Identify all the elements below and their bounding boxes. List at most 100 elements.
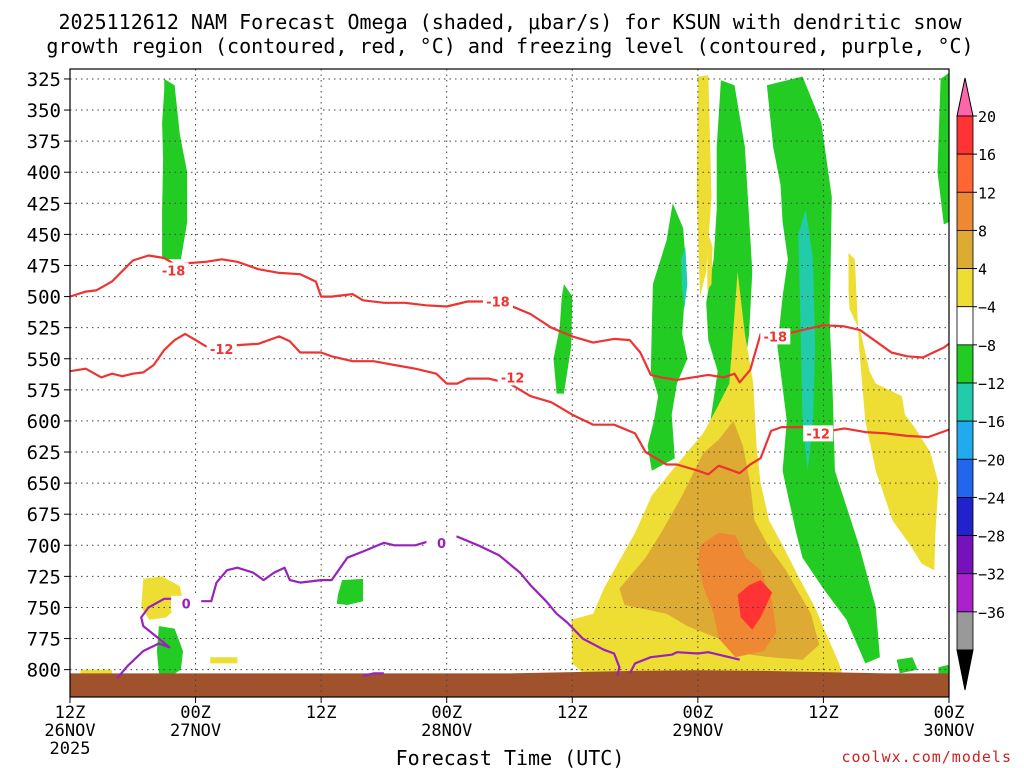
dgz-contour-line-3 [70, 332, 949, 476]
dgz-contour-label-2: -18 [764, 330, 788, 345]
contour-layer: -18 -18 -18 -12 -12 -12 0 0 [70, 254, 949, 680]
colorbar: 20 16 12 8 4 −4 −8 −12 −16 −20 −24 −28 −32 −36 [956, 77, 1005, 691]
freezing-level-contour-label-bg-0 [171, 595, 202, 612]
colorbar-bottom-triangle [956, 649, 974, 691]
x-tick-label-12-2: 27NOV [170, 721, 221, 741]
freezing-level-contour-line-2 [628, 651, 740, 674]
colorbar-label-13: −36 [978, 604, 1005, 622]
chart-title-line1: 2025112612 NAM Forecast Omega (shaded, μ… [58, 10, 962, 34]
x-tick-label-84-2: 30NOV [923, 721, 974, 741]
colorbar-label-8: −16 [978, 413, 1005, 431]
dgz-contour-label-bg-0 [158, 262, 189, 279]
x-tick-label-60-1: 00Z [682, 703, 713, 723]
colorbar-swatch-6 [956, 344, 974, 384]
colorbar-label-10: −24 [978, 489, 1005, 507]
colorbar-swatch-11 [956, 535, 974, 575]
y-tick-label-650: 650 [27, 473, 61, 495]
dgz-contour-label-4: -12 [210, 343, 234, 358]
y-tick-label-425: 425 [27, 193, 61, 215]
omega-region-up-mod-12 [681, 246, 688, 309]
y-tick-label-800: 800 [27, 660, 61, 682]
y-tick-label-350: 350 [27, 100, 61, 122]
plot-area: -18 -18 -18 -12 -12 -12 0 0 [69, 68, 950, 698]
y-axis-pressure: 325 350 375 400 425 450 475 500 525 550 575 600 625 6… [27, 69, 70, 682]
omega-region-up-weak-3 [553, 284, 573, 394]
colorbar-swatch-5 [956, 306, 974, 346]
omega-region-dn-strong-21 [697, 532, 777, 658]
x-tick-label-12-1: 00Z [180, 703, 211, 723]
y-tick-label-525: 525 [27, 318, 61, 340]
y-tick-label-700: 700 [27, 535, 61, 557]
dgz-contour-label-1: -18 [486, 296, 510, 311]
dgz-contour-label-bg-4 [206, 340, 237, 357]
dgz-contour-label-bg-2 [760, 328, 791, 345]
x-tick-label-36-1: 00Z [431, 703, 462, 723]
dgz-contour-label-bg-1 [482, 293, 513, 310]
colorbar-top-triangle [956, 77, 974, 117]
y-tick-label-600: 600 [27, 411, 61, 433]
colorbar-swatch-1 [956, 153, 974, 193]
omega-region-dn-max-22 [737, 580, 773, 630]
omega-region-up-weak-4 [647, 203, 688, 471]
colorbar-swatch-12 [956, 573, 974, 613]
y-tick-label-325: 325 [27, 69, 61, 91]
y-tick-label-550: 550 [27, 349, 61, 371]
freezing-level-contour-line-3 [362, 672, 384, 677]
colorbar-swatch-3 [956, 230, 974, 269]
y-tick-label-675: 675 [27, 504, 61, 526]
omega-region-up-mod-11 [798, 209, 816, 471]
dgz-contour-line-0 [70, 254, 949, 384]
dgz-contour-label-0: -18 [162, 264, 186, 279]
y-tick-label-625: 625 [27, 442, 61, 464]
colorbar-swatch-9 [956, 458, 974, 498]
x-tick-label-0-1: 12Z [55, 703, 86, 723]
colorbar-swatch-10 [956, 497, 974, 536]
y-tick-label-775: 775 [27, 629, 61, 651]
omega-region-up-weak-7 [937, 72, 949, 225]
plot-frame [69, 68, 950, 698]
dgz-contour-label-3: -12 [501, 371, 525, 386]
terrain-layer [70, 670, 949, 697]
colorbar-label-0: 20 [978, 108, 996, 126]
omega-region-up-weak-6 [766, 76, 880, 664]
y-tick-label-575: 575 [27, 380, 61, 402]
x-tick-label-60-2: 29NOV [672, 721, 723, 741]
colorbar-swatch-0 [956, 115, 974, 155]
x-axis-title: Forecast Time (UTC) [396, 746, 625, 768]
x-tick-label-24-1: 12Z [306, 703, 337, 723]
dgz-contour-label-5: -12 [806, 427, 830, 442]
y-tick-label-500: 500 [27, 287, 61, 309]
colorbar-label-9: −20 [978, 451, 1005, 469]
omega-region-up-weak-1 [156, 626, 183, 678]
freezing-level-contour-label-bg-1 [426, 534, 457, 551]
x-tick-label-36-2: 28NOV [421, 721, 472, 741]
freezing-level-contour-line-0 [116, 535, 621, 680]
x-tick-label-72-1: 12Z [808, 703, 839, 723]
colorbar-label-12: −32 [978, 566, 1005, 584]
freezing-level-contour-label-1: 0 [437, 537, 446, 552]
y-tick-label-375: 375 [27, 131, 61, 153]
x-tick-label-48-1: 12Z [557, 703, 588, 723]
dgz-contour-label-bg-5 [803, 425, 834, 442]
y-tick-label-400: 400 [27, 162, 61, 184]
omega-shading [80, 72, 949, 685]
y-tick-label-450: 450 [27, 224, 61, 246]
terrain-ground [70, 670, 949, 697]
colorbar-swatch-13 [956, 611, 974, 651]
colorbar-swatch-2 [956, 191, 974, 231]
y-tick-label-750: 750 [27, 597, 61, 619]
y-tick-label-725: 725 [27, 566, 61, 588]
colorbar-label-5: −4 [978, 299, 996, 317]
colorbar-label-3: 8 [978, 222, 987, 240]
omega-region-dn-weak-17 [848, 253, 939, 571]
omega-region-dn-weak-14 [696, 75, 712, 297]
x-tick-label-0-2: 26NOV [44, 721, 95, 741]
colorbar-swatch-4 [956, 268, 974, 308]
colorbar-label-6: −8 [978, 337, 996, 355]
dgz-contour-label-bg-3 [497, 369, 528, 386]
colorbar-label-7: −12 [978, 375, 1005, 393]
credit-text: coolwx.com/models [841, 748, 1012, 766]
omega-region-dn-weak-15 [707, 234, 713, 291]
colorbar-label-11: −28 [978, 528, 1005, 546]
